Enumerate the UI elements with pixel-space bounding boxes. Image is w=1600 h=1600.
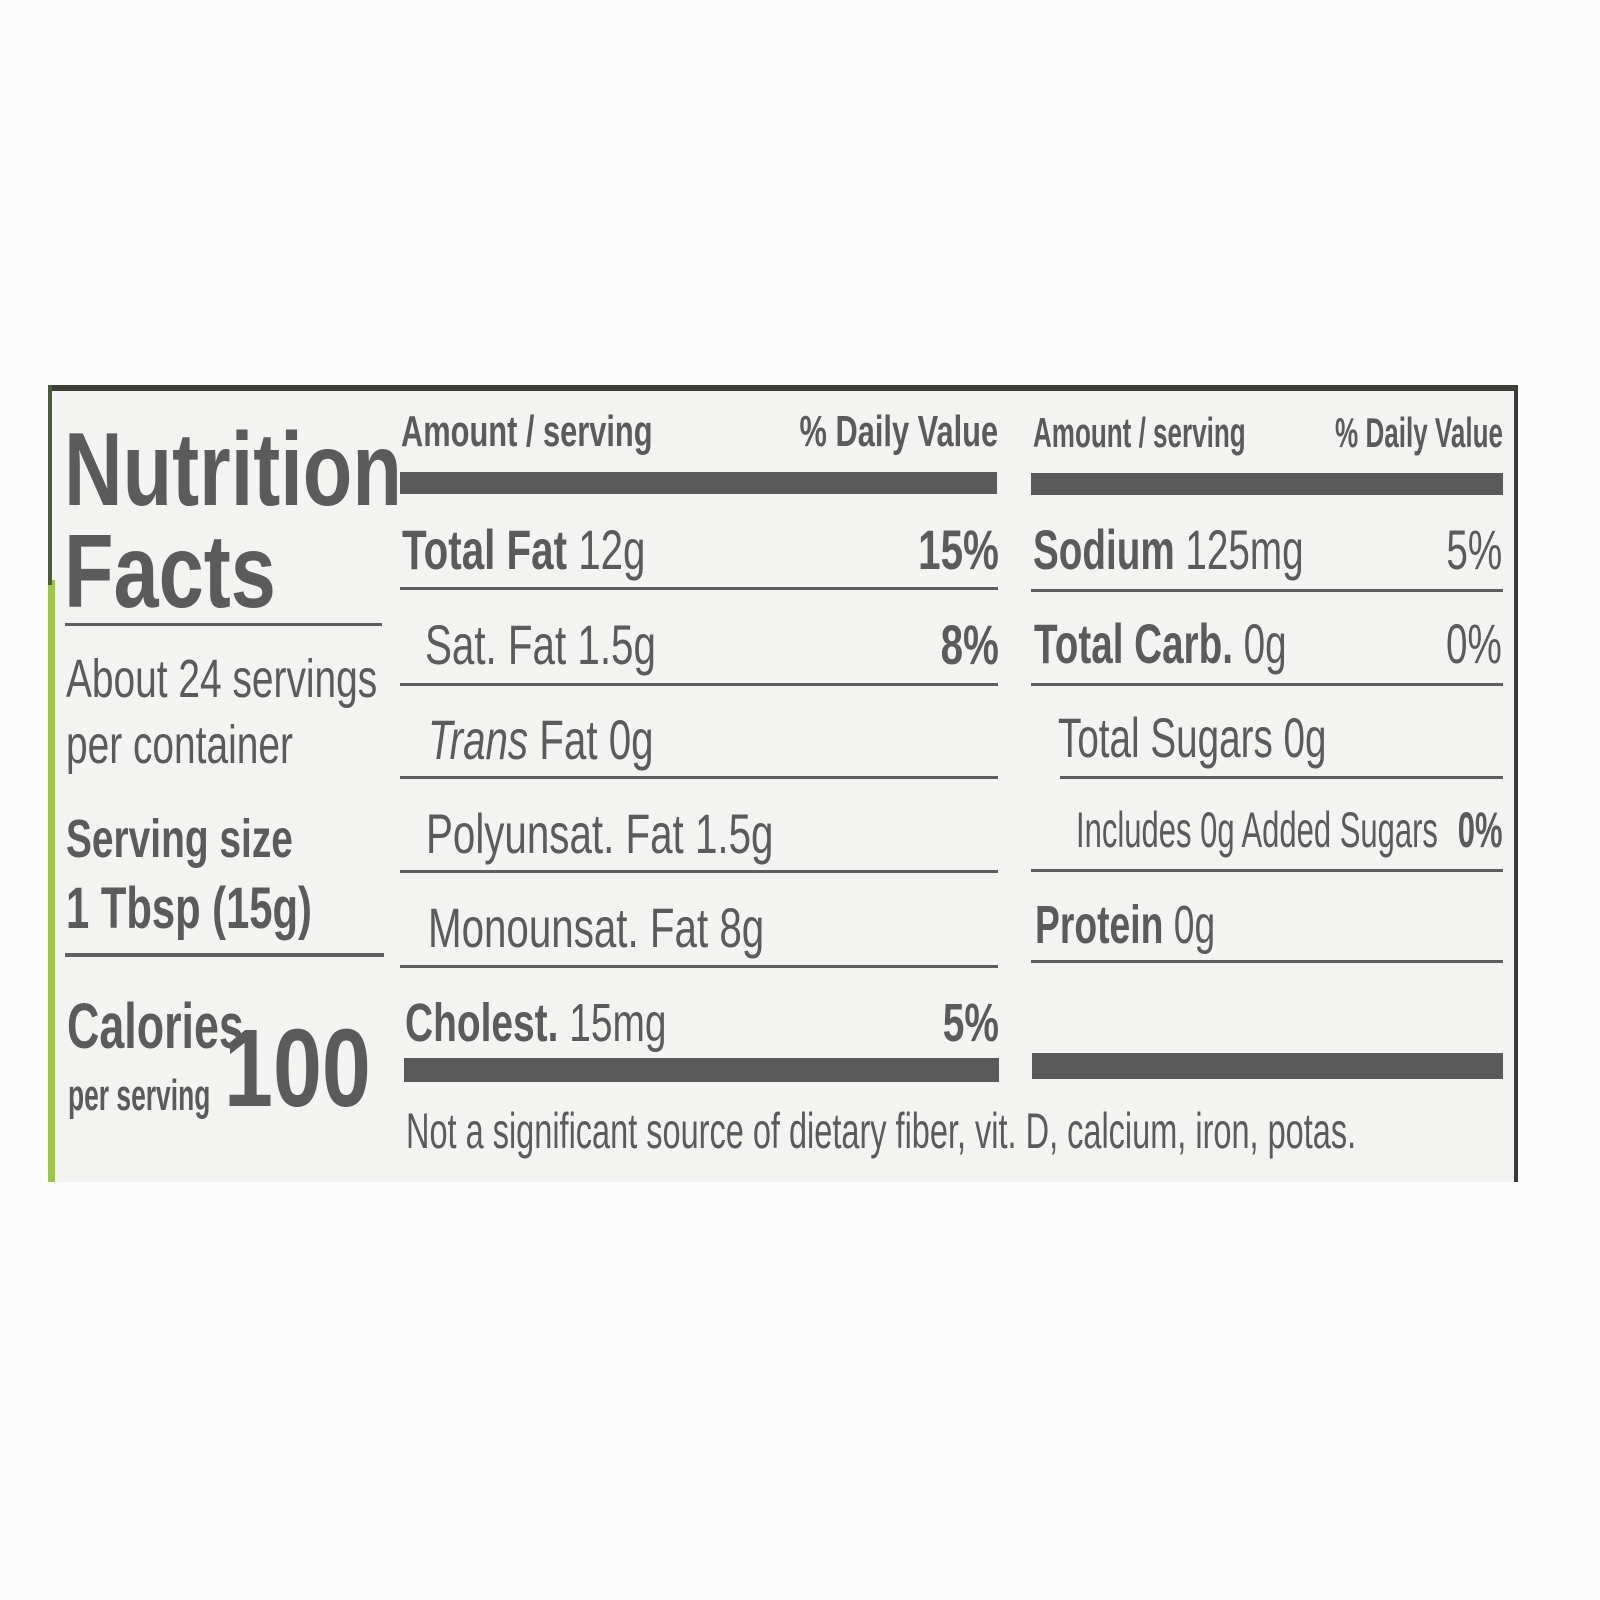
left-row-polyunsat-fat: Polyunsat. Fat 1.5g (426, 806, 998, 862)
thick-bar (404, 1058, 999, 1082)
divider (400, 776, 998, 779)
dark-package-edge (48, 385, 52, 585)
nutrient-name: Sodium (1033, 518, 1175, 581)
nutrient-label: Total Sugars 0g (1058, 710, 1327, 766)
nutrient-amount: 8g (719, 896, 765, 959)
serving-size-value: 1 Tbsp (15g) (66, 876, 312, 941)
nutrient-name: Trans (428, 708, 529, 771)
divider (65, 953, 384, 957)
left-header-amount: Amount / serving (401, 407, 653, 456)
nutrient-name: Polyunsat. Fat (426, 802, 684, 865)
thick-bar (400, 472, 997, 494)
divider (65, 623, 382, 626)
thick-bar (1031, 473, 1503, 495)
servings-per-container: About 24 servings (66, 649, 378, 709)
servings-per-container-2: per container (66, 715, 293, 775)
divider (1031, 589, 1503, 592)
nutrient-name: Sat. Fat (425, 613, 567, 676)
right-header-amount: Amount / serving (1033, 409, 1246, 456)
nutrient-name: Total Fat (402, 518, 568, 581)
right-row-total-carb: Total Carb. 0g 0% (1034, 616, 1502, 672)
divider (1031, 683, 1503, 686)
nutrient-amount: 0g (1283, 706, 1327, 769)
nutrient-label: Protein 0g (1035, 898, 1215, 952)
footnote: Not a significant source of dietary fibe… (406, 1103, 1357, 1159)
right-header: Amount / serving % Daily Value (1033, 412, 1503, 454)
calories-value: 100 (224, 1007, 371, 1130)
right-row-total-sugars: Total Sugars 0g (1058, 710, 1502, 766)
title-nutrition: Nutrition (64, 412, 402, 528)
nutrient-label: Cholest. 15mg (405, 996, 666, 1050)
nutrient-amount: 125mg (1185, 518, 1304, 581)
nutrient-dv: 0% (1457, 802, 1503, 858)
nutrient-dv: 15% (918, 518, 999, 581)
left-row-trans-fat: Trans Fat 0g (428, 712, 998, 768)
divider (400, 965, 998, 968)
left-header-dv: % Daily Value (799, 407, 999, 456)
nutrient-amount: 15mg (569, 993, 667, 1053)
nutrient-label: Trans Fat 0g (428, 712, 654, 768)
nutrient-dv: 0% (1445, 612, 1502, 675)
thick-bar (1032, 1053, 1503, 1079)
nutrient-name: Cholest. (405, 993, 559, 1053)
nutrient-name: Total Carb. (1034, 612, 1233, 675)
nutrient-name-rest: Fat (539, 708, 598, 771)
right-row-sodium: Sodium 125mg 5% (1033, 522, 1502, 578)
nutrient-name: Total Sugars (1058, 706, 1273, 769)
nutrient-amount: 12g (578, 518, 646, 581)
nutrient-amount: 0g (608, 708, 654, 771)
nutrient-label: Sat. Fat 1.5g (425, 617, 656, 673)
calories-label: Calories (67, 990, 244, 1062)
right-row-protein: Protein 0g (1035, 898, 1503, 952)
title-facts: Facts (64, 514, 276, 630)
right-row-added-sugars: Includes 0g Added Sugars 0% (1076, 805, 1503, 855)
nutrient-label: Sodium 125mg (1033, 522, 1304, 578)
nutrient-amount: 0g (1243, 612, 1287, 675)
left-row-cholesterol: Cholest. 15mg 5% (405, 996, 999, 1050)
divider (1060, 776, 1503, 779)
nutrient-label: Total Fat 12g (402, 522, 645, 578)
divider (400, 587, 998, 590)
nutrient-dv: 5% (1446, 518, 1503, 581)
left-header: Amount / serving % Daily Value (401, 410, 998, 454)
nutrition-label (50, 385, 1518, 1182)
serving-size-label: Serving size (66, 809, 293, 869)
left-row-total-fat: Total Fat 12g 15% (402, 522, 999, 578)
nutrient-amount: 0g (1173, 895, 1216, 955)
nutrient-dv: 8% (940, 613, 999, 676)
nutrient-name: Monounsat. Fat (428, 896, 709, 959)
divider (1031, 869, 1503, 872)
nutrient-label: Polyunsat. Fat 1.5g (426, 806, 773, 862)
divider (400, 870, 998, 873)
right-header-dv: % Daily Value (1335, 409, 1503, 456)
left-row-monounsat-fat: Monounsat. Fat 8g (428, 900, 998, 956)
nutrient-dv: 5% (942, 993, 999, 1053)
nutrient-amount: 1.5g (694, 802, 774, 865)
nutrient-label: Total Carb. 0g (1034, 616, 1287, 672)
calories-per-serving: per serving (68, 1071, 211, 1120)
nutrient-name: Includes 0g Added Sugars (1076, 802, 1438, 858)
nutrient-name: Protein (1035, 895, 1164, 955)
divider (1031, 960, 1503, 963)
left-row-sat-fat: Sat. Fat 1.5g 8% (425, 617, 999, 673)
green-package-edge (48, 580, 55, 1182)
nutrient-amount: 1.5g (577, 613, 656, 676)
divider (400, 683, 998, 686)
nutrient-label: Monounsat. Fat 8g (428, 900, 764, 956)
